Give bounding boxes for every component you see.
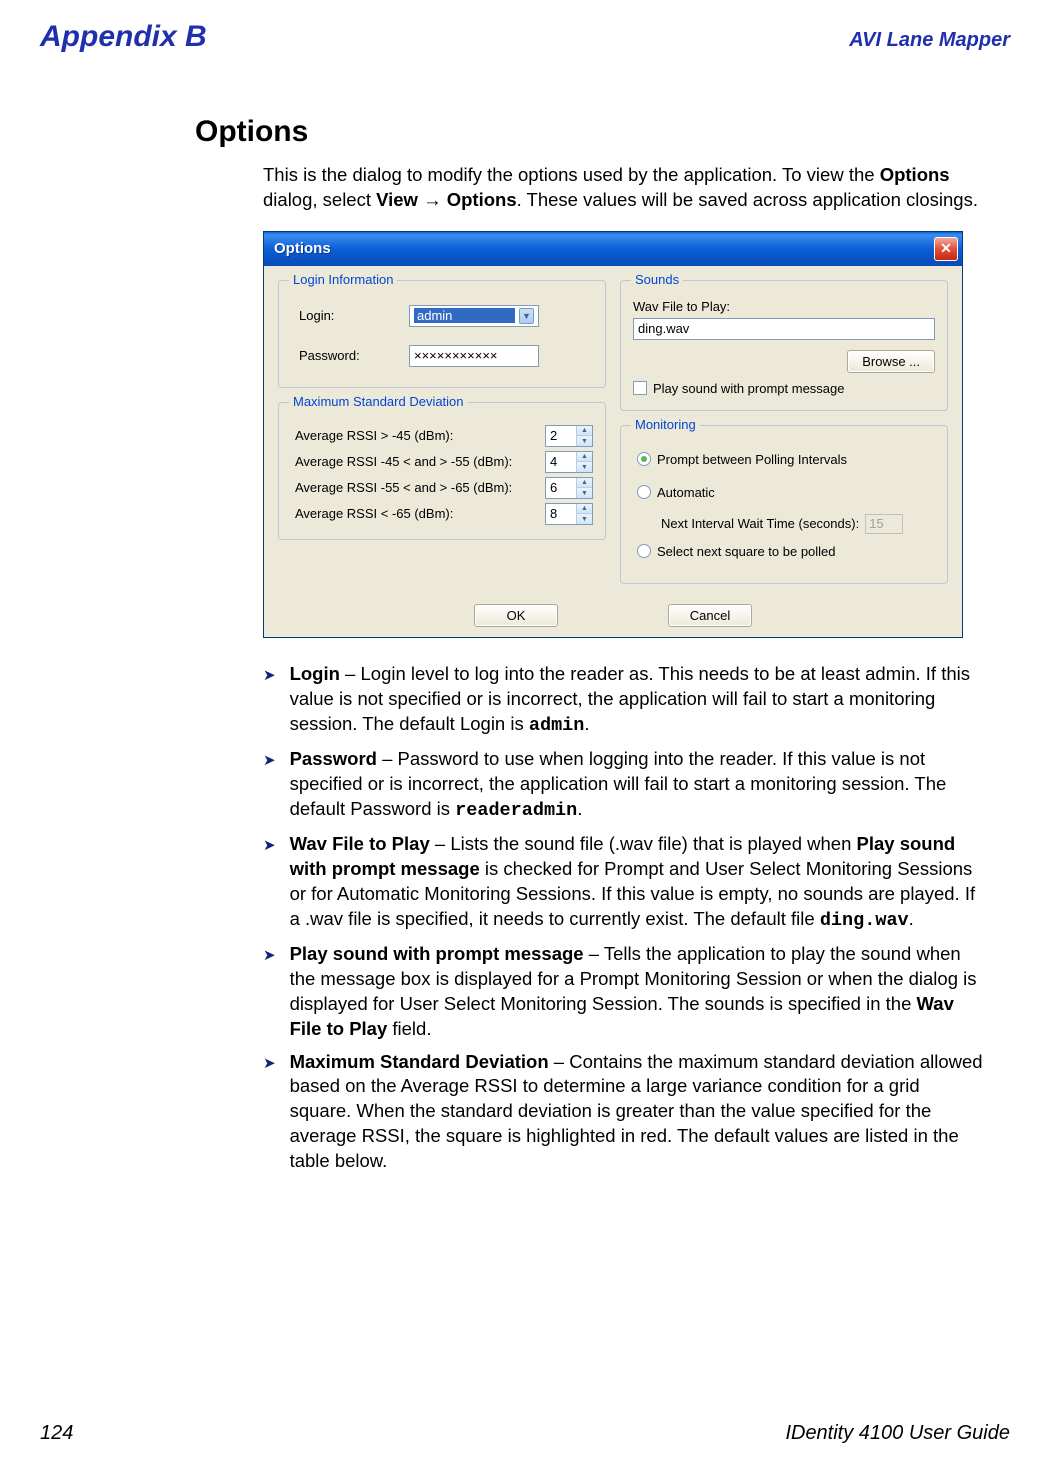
maxdev-legend: Maximum Standard Deviation <box>289 394 468 409</box>
spinner-value: 2 <box>546 426 576 446</box>
page-header: Appendix B AVI Lane Mapper <box>40 20 1010 54</box>
spinner-down-icon[interactable]: ▼ <box>577 488 592 498</box>
sounds-legend: Sounds <box>631 272 683 287</box>
wait-input: 15 <box>865 514 903 534</box>
bullet-item: ➤ Password – Password to use when loggin… <box>263 747 985 824</box>
radio-auto-label: Automatic <box>657 485 715 500</box>
bullet-item: ➤ Wav File to Play – Lists the sound fil… <box>263 832 985 934</box>
spinner-up-icon[interactable]: ▲ <box>577 478 592 489</box>
page-footer: 124 IDentity 4100 User Guide <box>40 1422 1010 1445</box>
login-value: admin <box>414 308 515 323</box>
spinner-down-icon[interactable]: ▼ <box>577 462 592 472</box>
login-label: Login: <box>299 308 409 323</box>
password-label: Password: <box>299 348 409 363</box>
login-group: Login Information Login: admin ▼ Passwor… <box>278 280 606 388</box>
login-combo[interactable]: admin ▼ <box>409 305 539 327</box>
play-sound-checkbox[interactable] <box>633 381 647 395</box>
wait-label: Next Interval Wait Time (seconds): <box>661 516 859 531</box>
sounds-group: Sounds Wav File to Play: ding.wav Browse… <box>620 280 948 411</box>
devrow-label: Average RSSI -45 < and > -55 (dBm): <box>295 454 512 469</box>
spinner-down-icon[interactable]: ▼ <box>577 514 592 524</box>
arrow-icon: ➤ <box>263 836 276 934</box>
bullet-body: Maximum Standard Deviation – Contains th… <box>290 1050 985 1175</box>
spinner-up-icon[interactable]: ▲ <box>577 504 592 515</box>
section-title: Options <box>195 115 985 149</box>
devrow-label: Average RSSI > -45 (dBm): <box>295 428 453 443</box>
header-left: Appendix B <box>40 20 207 54</box>
spinner-up-icon[interactable]: ▲ <box>577 452 592 463</box>
monitoring-legend: Monitoring <box>631 417 700 432</box>
ok-button[interactable]: OK <box>474 604 558 627</box>
wav-input[interactable]: ding.wav <box>633 318 935 340</box>
bullet-body: Password – Password to use when logging … <box>290 747 985 824</box>
options-dialog: Options ✕ Login Information Login: admin <box>263 231 963 638</box>
arrow-icon: ➤ <box>263 751 276 824</box>
bullet-body: Wav File to Play – Lists the sound file … <box>290 832 985 934</box>
close-icon[interactable]: ✕ <box>934 237 958 261</box>
devrow-spinner[interactable]: 4 ▲▼ <box>545 451 593 473</box>
login-legend: Login Information <box>289 272 397 287</box>
bullet-item: ➤ Login – Login level to log into the re… <box>263 662 985 739</box>
devrow-spinner[interactable]: 6 ▲▼ <box>545 477 593 499</box>
header-right: AVI Lane Mapper <box>849 29 1010 52</box>
devrow: Average RSSI -45 < and > -55 (dBm): 4 ▲▼ <box>291 451 593 473</box>
titlebar[interactable]: Options ✕ <box>264 232 962 266</box>
devrow-label: Average RSSI < -65 (dBm): <box>295 506 453 521</box>
chevron-down-icon[interactable]: ▼ <box>519 308 534 324</box>
wav-label: Wav File to Play: <box>633 299 935 314</box>
devrow-spinner[interactable]: 8 ▲▼ <box>545 503 593 525</box>
devrow-label: Average RSSI -55 < and > -65 (dBm): <box>295 480 512 495</box>
devrow: Average RSSI < -65 (dBm): 8 ▲▼ <box>291 503 593 525</box>
radio-select[interactable] <box>637 544 651 558</box>
bullet-item: ➤ Maximum Standard Deviation – Contains … <box>263 1050 985 1175</box>
titlebar-text: Options <box>274 240 331 257</box>
arrow-icon: ➤ <box>263 666 276 739</box>
bullet-body: Play sound with prompt message – Tells t… <box>290 942 985 1042</box>
browse-button[interactable]: Browse ... <box>847 350 935 373</box>
password-input[interactable]: ××××××××××× <box>409 345 539 367</box>
radio-prompt[interactable] <box>637 452 651 466</box>
spinner-up-icon[interactable]: ▲ <box>577 426 592 437</box>
devrow-spinner[interactable]: 2 ▲▼ <box>545 425 593 447</box>
page-number: 124 <box>40 1422 73 1445</box>
radio-prompt-label: Prompt between Polling Intervals <box>657 452 847 467</box>
play-sound-label: Play sound with prompt message <box>653 381 844 396</box>
spinner-value: 6 <box>546 478 576 498</box>
devrow: Average RSSI > -45 (dBm): 2 ▲▼ <box>291 425 593 447</box>
bullet-item: ➤ Play sound with prompt message – Tells… <box>263 942 985 1042</box>
cancel-button[interactable]: Cancel <box>668 604 752 627</box>
radio-auto[interactable] <box>637 485 651 499</box>
spinner-value: 8 <box>546 504 576 524</box>
spinner-down-icon[interactable]: ▼ <box>577 436 592 446</box>
radio-select-label: Select next square to be polled <box>657 544 836 559</box>
footer-title: IDentity 4100 User Guide <box>785 1422 1010 1445</box>
intro-paragraph: This is the dialog to modify the options… <box>263 163 985 213</box>
spinner-value: 4 <box>546 452 576 472</box>
arrow-icon: ➤ <box>263 946 276 1042</box>
maxdev-group: Maximum Standard Deviation Average RSSI … <box>278 402 606 540</box>
bullet-body: Login – Login level to log into the read… <box>290 662 985 739</box>
devrow: Average RSSI -55 < and > -65 (dBm): 6 ▲▼ <box>291 477 593 499</box>
monitoring-group: Monitoring Prompt between Polling Interv… <box>620 425 948 584</box>
arrow-icon: ➤ <box>263 1054 276 1175</box>
